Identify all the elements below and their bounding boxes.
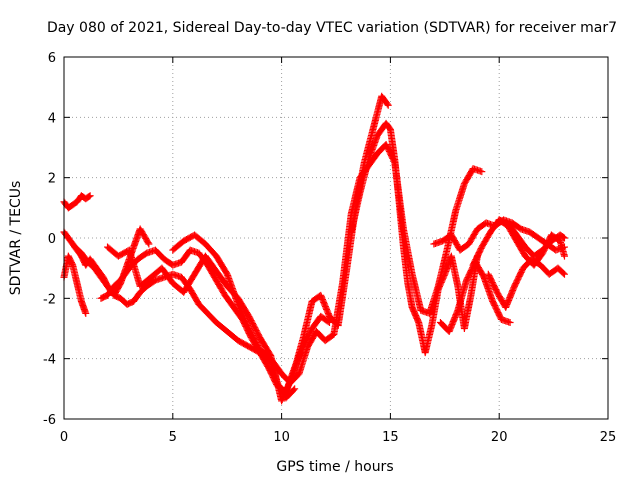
y-tick-label: 0 xyxy=(48,232,56,247)
y-tick-label: 2 xyxy=(48,172,56,187)
data-point xyxy=(383,100,391,108)
data-point xyxy=(82,309,90,317)
y-axis-label: SDTVAR / TECUs xyxy=(8,181,24,296)
chart-title: Day 080 of 2021, Sidereal Day-to-day VTE… xyxy=(47,20,617,36)
series-arc3 xyxy=(60,192,94,212)
x-tick-label: 0 xyxy=(60,430,68,445)
x-axis-label: GPS time / hours xyxy=(276,459,393,475)
plot-frame xyxy=(63,56,609,420)
data-point xyxy=(560,252,568,260)
data-point xyxy=(85,193,93,201)
y-tick-label: -2 xyxy=(43,292,56,307)
data-points xyxy=(60,92,568,405)
data-point xyxy=(86,192,94,200)
data-point xyxy=(478,168,486,176)
data-point xyxy=(560,234,568,242)
x-tick-label: 15 xyxy=(382,430,399,445)
data-point xyxy=(144,239,152,247)
y-tick-label: -6 xyxy=(43,413,56,428)
data-point xyxy=(384,101,392,109)
data-point xyxy=(559,233,567,241)
data-point xyxy=(560,270,568,278)
data-point xyxy=(145,240,153,248)
series-arc13 xyxy=(495,216,568,260)
y-tick-label: 6 xyxy=(48,51,56,66)
axis-ticks: 0 5 10 15 20 25 -6 -4 -2 0 2 4 6 xyxy=(43,51,616,445)
series-arc1 xyxy=(60,252,90,317)
grid xyxy=(64,57,608,419)
data-point xyxy=(559,269,567,277)
y-tick-label: -4 xyxy=(43,353,56,368)
x-tick-label: 20 xyxy=(491,430,508,445)
x-tick-label: 5 xyxy=(169,430,177,445)
x-tick-label: 10 xyxy=(273,430,290,445)
y-tick-label: 4 xyxy=(48,111,56,126)
data-point xyxy=(290,386,298,394)
series-arc4 xyxy=(71,243,299,402)
x-tick-label: 25 xyxy=(600,430,617,445)
data-point xyxy=(291,385,299,393)
data-point xyxy=(506,318,514,326)
series-arc12 xyxy=(484,255,568,311)
